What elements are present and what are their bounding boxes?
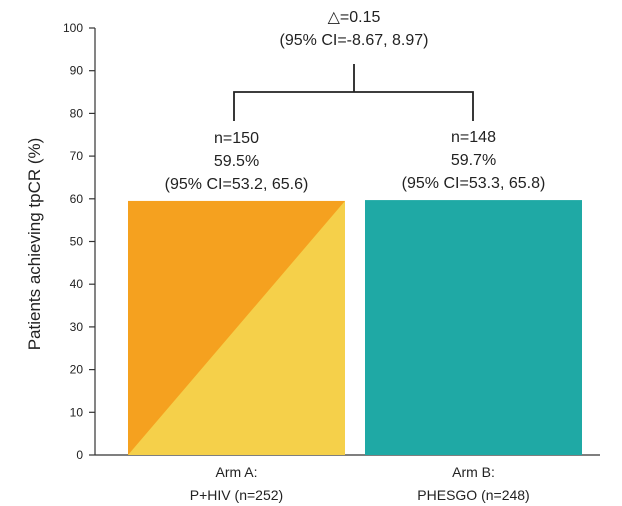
- y-tick-label: 50: [70, 235, 84, 249]
- bar-label-pct: 59.7%: [451, 152, 496, 169]
- category-label-line2: PHESGO (n=248): [417, 487, 529, 503]
- difference-bracket: [233, 64, 474, 121]
- bar-arm-a: [128, 200, 345, 455]
- y-axis-ticks: 0 10 20 30 40 50 60 70 80 90 100: [63, 21, 95, 462]
- bar-label-n: n=148: [451, 129, 496, 146]
- y-tick-label: 20: [70, 363, 84, 377]
- category-label-line2: P+HIV (n=252): [190, 487, 283, 503]
- difference-ci: (95% CI=-8.67, 8.97): [280, 32, 429, 49]
- bar-labels: n=150 59.5% (95% CI=53.2, 65.6) n=148 59.7% (…: [165, 129, 546, 193]
- category-label-line1: Arm A:: [215, 464, 257, 480]
- bar-label-ci: (95% CI=53.3, 65.8): [402, 175, 546, 192]
- y-tick-label: 30: [70, 320, 84, 334]
- category-label-line1: Arm B:: [452, 464, 495, 480]
- bar-arm-a-diagonal: [128, 200, 345, 455]
- bar-label-ci: (95% CI=53.2, 65.6): [165, 176, 309, 193]
- y-tick-label: 100: [63, 21, 83, 35]
- y-tick-label: 40: [70, 277, 84, 291]
- y-axis-title: Patients achieving tpCR (%): [25, 138, 44, 351]
- bar-label-n: n=150: [214, 130, 259, 147]
- y-tick-label: 0: [76, 448, 83, 462]
- y-tick-label: 70: [70, 149, 84, 163]
- bar-label-pct: 59.5%: [214, 153, 259, 170]
- bar-arm-b: [365, 200, 582, 455]
- y-tick-label: 90: [70, 64, 84, 78]
- bars: [128, 200, 582, 455]
- difference-value: △=0.15: [328, 9, 381, 26]
- y-tick-label: 10: [70, 405, 84, 419]
- category-labels: Arm A: P+HIV (n=252) Arm B: PHESGO (n=248): [190, 464, 530, 503]
- y-tick-label: 80: [70, 106, 84, 120]
- y-tick-label: 60: [70, 192, 84, 206]
